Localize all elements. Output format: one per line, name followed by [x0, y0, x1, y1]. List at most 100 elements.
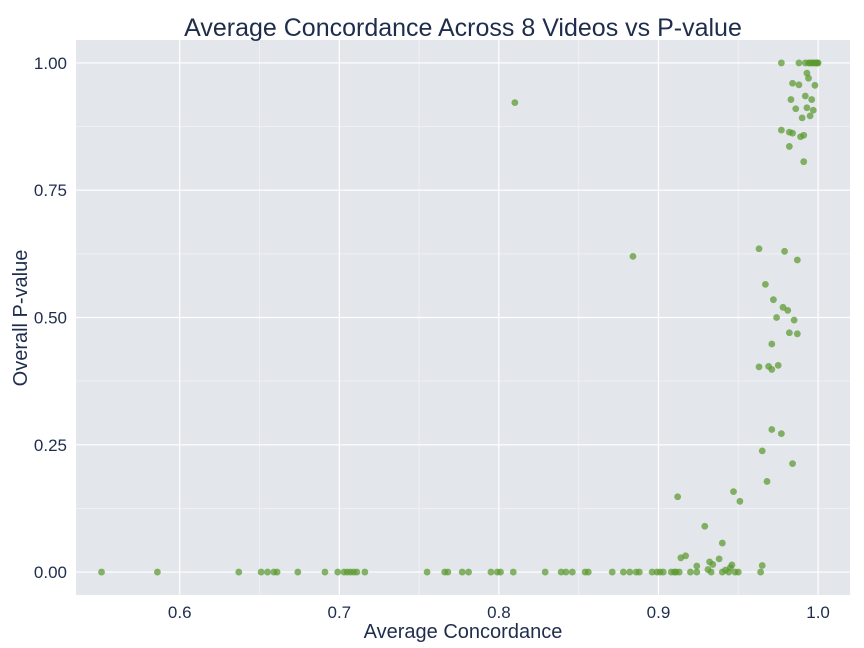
scatter-point	[757, 568, 765, 576]
y-tick-label: 1.00	[34, 54, 67, 73]
scatter-point	[458, 568, 466, 576]
scatter-point	[629, 252, 637, 260]
scatter-point	[787, 96, 795, 103]
scatter-point	[648, 568, 656, 576]
scatter-point	[273, 568, 281, 576]
scatter-point	[608, 568, 616, 576]
x-tick-label: 1.0	[806, 603, 830, 622]
scatter-point	[755, 363, 763, 371]
scatter-point	[153, 568, 161, 576]
scatter-point	[541, 568, 549, 576]
y-tick-label: 0.75	[34, 181, 67, 200]
scatter-point	[626, 568, 634, 576]
scatter-point	[709, 561, 717, 568]
scatter-point	[444, 568, 452, 576]
scatter-point	[511, 99, 519, 107]
scatter-point	[800, 158, 808, 166]
scatter-point	[798, 114, 806, 122]
scatter-point	[777, 430, 785, 437]
scatter-point	[728, 561, 736, 569]
scatter-point	[763, 478, 771, 485]
scatter-point	[704, 566, 712, 573]
scatter-point	[557, 568, 565, 576]
scatter-point	[659, 568, 667, 576]
scatter-point	[769, 296, 777, 304]
scatter-point	[235, 568, 243, 576]
scatter-point	[687, 568, 694, 576]
scatter-point	[806, 112, 814, 120]
y-axis-ticks: 0.00 0.25 0.50 0.75 1.00	[34, 54, 67, 582]
scatter-point	[730, 488, 737, 496]
x-tick-label: 0.7	[327, 603, 351, 622]
x-tick-label: 0.9	[647, 603, 671, 622]
scatter-point	[789, 79, 796, 87]
scatter-point	[785, 329, 793, 337]
scatter-point	[584, 568, 592, 576]
scatter-point	[321, 568, 329, 576]
x-tick-label: 0.6	[168, 603, 192, 622]
x-axis-label: Average Concordance	[364, 621, 563, 643]
scatter-point	[497, 568, 504, 576]
scatter-point	[795, 59, 803, 67]
scatter-point	[334, 568, 342, 576]
scatter-point	[715, 555, 723, 563]
y-tick-label: 0.25	[34, 436, 67, 455]
scatter-point	[793, 256, 801, 264]
scatter-point	[773, 314, 780, 321]
scatter-point	[789, 129, 796, 137]
scatter-point	[793, 330, 801, 338]
scatter-point	[777, 59, 785, 67]
scatter-point	[768, 366, 776, 373]
scatter-point	[762, 281, 769, 288]
scatter-point	[805, 74, 812, 82]
scatter-point	[98, 568, 105, 576]
scatter-point	[803, 104, 811, 112]
chart-title: Average Concordance Across 8 Videos vs P…	[184, 14, 742, 42]
scatter-point	[619, 568, 627, 576]
scatter-point	[790, 316, 798, 324]
y-tick-label: 0.50	[34, 309, 67, 328]
scatter-point	[781, 247, 788, 255]
scatter-point	[353, 568, 361, 576]
scatter-point	[674, 493, 682, 501]
scatter-point	[755, 245, 763, 253]
scatter-point	[693, 568, 701, 576]
scatter-point	[465, 568, 472, 576]
scatter-point	[811, 81, 819, 89]
scatter-point	[736, 497, 744, 505]
scatter-point	[808, 96, 816, 103]
scatter-point	[758, 562, 766, 569]
x-tick-label: 0.8	[487, 603, 511, 622]
scatter-point	[795, 81, 803, 89]
scatter-point	[813, 59, 821, 67]
scatter-point	[257, 568, 265, 576]
scatter-point	[264, 568, 271, 576]
scatter-point	[568, 568, 576, 576]
scatter-point	[562, 568, 570, 576]
scatter-point	[693, 562, 701, 570]
grid-lines	[76, 40, 850, 595]
scatter-point	[701, 522, 709, 530]
scatter-point	[361, 568, 369, 576]
scatter-point	[423, 568, 431, 576]
y-axis-label: Overall P-value	[10, 250, 32, 387]
scatter-point	[294, 568, 302, 576]
scatter-point	[785, 143, 793, 150]
x-axis-ticks: 0.6 0.7 0.8 0.9 1.0	[168, 603, 830, 622]
scatter-point	[777, 126, 785, 134]
scatter-point	[784, 306, 792, 314]
scatter-point	[768, 340, 776, 348]
scatter-point	[801, 92, 809, 100]
scatter-point	[800, 131, 808, 139]
scatter-point	[635, 568, 643, 576]
scatter-point	[487, 568, 495, 576]
y-tick-label: 0.00	[34, 563, 67, 582]
scatter-point	[768, 426, 776, 433]
scatter-point	[509, 568, 517, 576]
data-points	[98, 59, 822, 576]
scatter-point	[809, 106, 817, 114]
scatter-point	[682, 552, 690, 560]
scatter-point	[792, 105, 800, 113]
scatter-point	[789, 460, 796, 468]
